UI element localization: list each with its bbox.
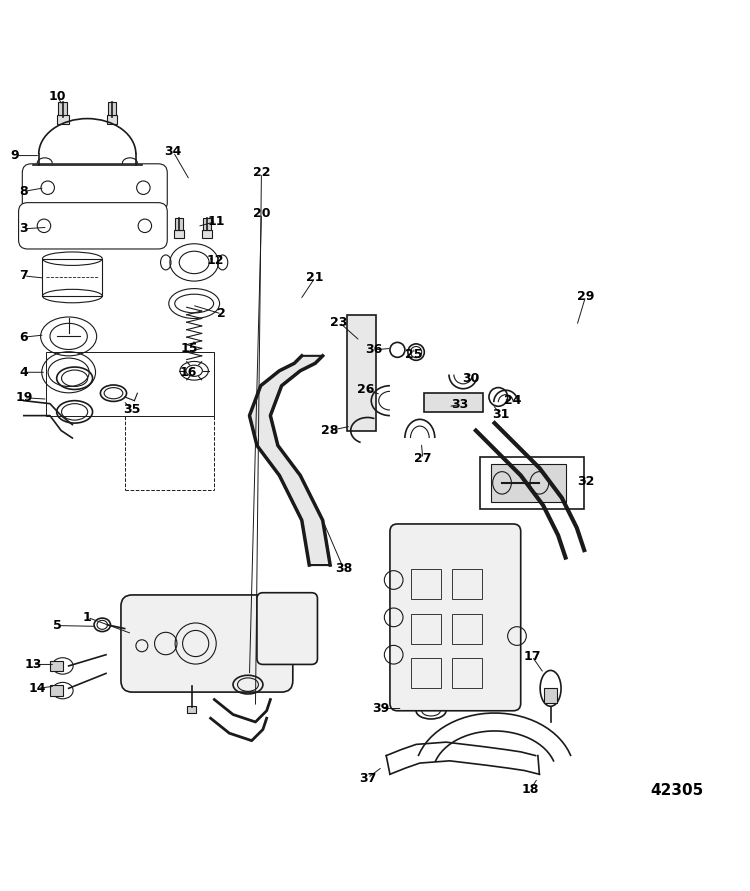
- Bar: [57, 115, 69, 124]
- Bar: [346, 315, 376, 430]
- Text: 24: 24: [504, 394, 521, 407]
- Polygon shape: [250, 356, 330, 565]
- FancyBboxPatch shape: [22, 164, 167, 212]
- Text: 36: 36: [365, 343, 382, 356]
- Bar: [411, 658, 441, 689]
- Bar: [490, 464, 566, 502]
- Text: 32: 32: [577, 475, 595, 488]
- Text: 7: 7: [20, 269, 28, 282]
- Text: 33: 33: [452, 398, 469, 411]
- FancyBboxPatch shape: [19, 202, 167, 249]
- Bar: [203, 218, 211, 230]
- Bar: [50, 661, 64, 671]
- Text: 27: 27: [414, 453, 431, 465]
- Bar: [108, 102, 116, 115]
- Text: 16: 16: [179, 366, 197, 379]
- Text: 25: 25: [405, 347, 422, 361]
- Bar: [411, 614, 441, 643]
- Text: 23: 23: [331, 315, 348, 329]
- Bar: [452, 614, 482, 643]
- Bar: [106, 115, 117, 124]
- Text: 38: 38: [335, 562, 352, 576]
- Text: 18: 18: [522, 782, 539, 796]
- Bar: [452, 658, 482, 689]
- Bar: [188, 706, 196, 713]
- Text: 21: 21: [307, 271, 324, 284]
- Bar: [479, 457, 584, 509]
- Bar: [424, 393, 483, 412]
- Bar: [46, 352, 214, 415]
- Text: 6: 6: [20, 331, 28, 344]
- Bar: [58, 102, 68, 115]
- Bar: [411, 568, 441, 599]
- Text: 3: 3: [20, 223, 28, 235]
- FancyBboxPatch shape: [257, 593, 317, 665]
- Text: 2: 2: [217, 307, 226, 321]
- Text: 11: 11: [208, 215, 225, 228]
- Bar: [43, 258, 102, 296]
- Text: 28: 28: [322, 424, 339, 437]
- Text: 31: 31: [492, 407, 509, 421]
- Text: 12: 12: [206, 254, 224, 266]
- Text: 35: 35: [124, 403, 141, 416]
- Text: 30: 30: [462, 372, 479, 385]
- Text: 22: 22: [253, 167, 270, 179]
- Text: 29: 29: [577, 290, 595, 303]
- Bar: [174, 230, 184, 238]
- Bar: [202, 230, 212, 238]
- Bar: [544, 689, 557, 703]
- Text: 13: 13: [24, 658, 41, 671]
- Text: 4: 4: [20, 366, 28, 379]
- Bar: [452, 568, 482, 599]
- FancyBboxPatch shape: [390, 524, 520, 711]
- Text: 26: 26: [357, 383, 375, 396]
- Text: 1: 1: [83, 611, 92, 624]
- FancyBboxPatch shape: [121, 595, 292, 692]
- Bar: [176, 218, 183, 230]
- Text: 9: 9: [10, 149, 20, 162]
- Bar: [50, 685, 64, 696]
- Text: 10: 10: [49, 90, 66, 103]
- Text: 5: 5: [53, 619, 62, 632]
- Text: 19: 19: [15, 391, 32, 405]
- Text: 17: 17: [524, 650, 541, 663]
- Text: 8: 8: [20, 185, 28, 198]
- Text: 15: 15: [181, 342, 199, 355]
- Text: 20: 20: [253, 208, 270, 220]
- Text: 14: 14: [28, 682, 46, 695]
- Text: 42305: 42305: [650, 783, 704, 798]
- Text: 39: 39: [372, 702, 389, 715]
- Text: 37: 37: [358, 772, 376, 784]
- Text: 34: 34: [164, 145, 182, 159]
